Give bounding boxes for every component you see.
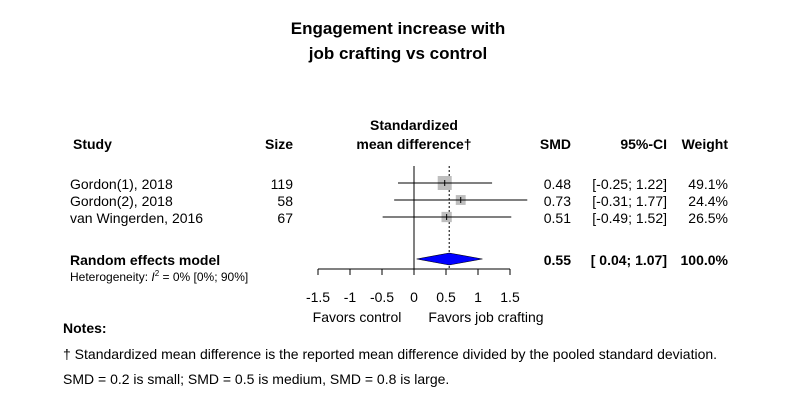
heterogeneity-symbol: I [151,270,155,284]
study-ci: [-0.49; 1.52] [592,210,667,226]
x-axis-tick-label: -0.5 [370,289,394,305]
study-size: 58 [277,193,293,209]
header-size: Size [265,136,293,152]
pooled-smd: 0.55 [544,252,571,268]
header-weight: Weight [682,136,729,152]
chart-title-line-2: job crafting vs control [308,44,488,63]
header-plot-title-line-2: mean difference† [356,136,471,152]
study-weight: 24.4% [688,193,728,209]
study-weight: 49.1% [688,176,728,192]
study-ci: [-0.31; 1.77] [592,193,667,209]
x-axis-tick-label: 1.5 [500,289,520,305]
heterogeneity-text: Heterogeneity: I2 = 0% [0%; 90%] [70,269,248,284]
heterogeneity-superscript: 2 [155,269,160,278]
pooled-weight: 100.0% [681,252,729,268]
study-size: 119 [271,176,294,192]
x-axis-tick-label: -1 [344,289,357,305]
study-name: van Wingerden, 2016 [70,210,203,226]
pooled-label: Random effects model [70,252,220,268]
x-axis-tick-label: 0.5 [436,289,456,305]
x-axis-tick-label: -1.5 [306,289,330,305]
study-weight: 26.5% [688,210,728,226]
pooled-diamond [416,252,483,266]
study-smd: 0.51 [544,210,571,226]
notes-heading: Notes: [63,320,107,336]
study-name: Gordon(2), 2018 [70,193,173,209]
header-plot-title-line-1: Standardized [370,117,458,133]
study-name: Gordon(1), 2018 [70,176,173,192]
header-ci: 95%-CI [620,136,667,152]
study-smd: 0.48 [544,176,571,192]
study-smd: 0.73 [544,193,571,209]
x-axis-tick-label: 0 [410,289,418,305]
study-size: 67 [277,210,293,226]
heterogeneity-prefix: Heterogeneity: [70,270,151,284]
notes-line-2: SMD = 0.2 is small; SMD = 0.5 is medium,… [63,371,449,387]
axis-label-right: Favors job crafting [428,309,543,325]
x-axis-tick-label: 1 [474,289,482,305]
chart-title-line-1: Engagement increase with [291,19,505,38]
axis-label-left: Favors control [313,309,402,325]
plot-marks: -1.5 -1 -0.5 0 0.5 1 1.5 [306,166,528,305]
pooled-ci: [ 0.04; 1.07] [591,252,667,268]
study-ci: [-0.25; 1.22] [592,176,667,192]
heterogeneity-rest: = 0% [0%; 90%] [159,270,248,284]
notes-line-1: † Standardized mean difference is the re… [63,346,717,362]
header-smd: SMD [540,136,571,152]
header-study: Study [73,136,112,152]
